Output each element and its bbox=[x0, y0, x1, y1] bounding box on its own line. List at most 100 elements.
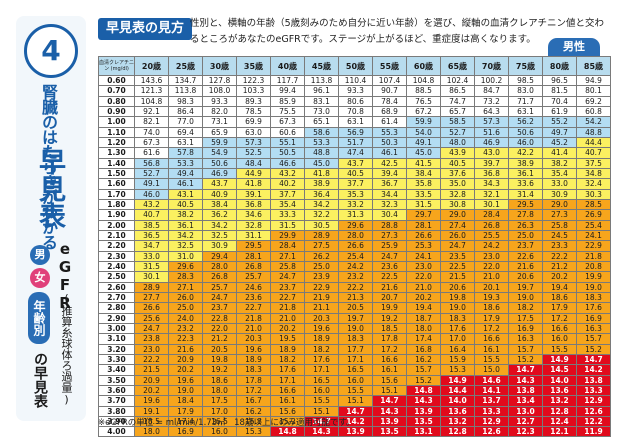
egfr-cell: 12.6 bbox=[474, 426, 509, 437]
creatinine-cell: 2.60 bbox=[98, 281, 135, 293]
male-badge: 男 bbox=[30, 245, 50, 265]
egfr-cell: 70.4 bbox=[542, 95, 577, 108]
egfr-cell: 27.1 bbox=[270, 250, 305, 262]
egfr-cell: 13.8 bbox=[508, 384, 543, 397]
egfr-cell: 32.1 bbox=[474, 188, 509, 200]
egfr-cell: 20.6 bbox=[508, 271, 543, 283]
age-header: 65歳 bbox=[440, 56, 475, 76]
egfr-cell: 14.3 bbox=[508, 374, 543, 386]
table-row: 2.90 25.6 24.0 22.8 21.8 21.0 20.3 19.7 19.2 18.7… bbox=[98, 312, 611, 324]
egfr-cell: 20.3 bbox=[304, 312, 339, 324]
egfr-cell: 20.8 bbox=[576, 260, 611, 273]
egfr-cell: 61.4 bbox=[372, 116, 407, 128]
egfr-cell: 29.9 bbox=[270, 229, 305, 242]
egfr-cell: 34.2 bbox=[202, 219, 237, 231]
egfr-cell: 25.4 bbox=[338, 250, 373, 262]
egfr-cell: 74.0 bbox=[134, 126, 169, 138]
creatinine-cell: 2.40 bbox=[98, 260, 135, 273]
egfr-cell: 20.3 bbox=[236, 333, 271, 345]
egfr-cell: 18.6 bbox=[474, 302, 509, 314]
egfr-cell: 26.8 bbox=[202, 271, 237, 283]
egfr-cell: 46.1 bbox=[372, 147, 407, 159]
egfr-cell: 36.7 bbox=[372, 178, 407, 190]
egfr-cell: 22.0 bbox=[406, 271, 441, 283]
egfr-cell: 33.5 bbox=[406, 188, 441, 200]
egfr-cell: 13.3 bbox=[576, 384, 611, 397]
egfr-cell: 12.8 bbox=[542, 405, 577, 417]
egfr-cell: 16.6 bbox=[270, 384, 305, 397]
egfr-cell: 48.8 bbox=[576, 126, 611, 138]
main-title: 早見表 bbox=[34, 148, 65, 229]
egfr-cell: 55.1 bbox=[270, 136, 305, 149]
egfr-cell: 65.9 bbox=[202, 126, 237, 138]
egfr-cell: 19.3 bbox=[474, 291, 509, 304]
egfr-cell: 23.6 bbox=[236, 291, 271, 304]
egfr-cell: 25.0 bbox=[304, 260, 339, 273]
egfr-cell: 28.3 bbox=[168, 271, 203, 283]
table-row: 3.20 23.0 21.6 20.5 19.6 18.9 18.2 17.7 17.2 16.8… bbox=[98, 343, 611, 355]
egfr-cell: 52.5 bbox=[236, 147, 271, 159]
age-header: 75歳 bbox=[508, 56, 543, 76]
egfr-cell: 18.7 bbox=[406, 312, 441, 324]
egfr-cell: 24.7 bbox=[270, 271, 305, 283]
egfr-cell: 25.3 bbox=[406, 240, 441, 252]
table-body: 0.60 143.6 134.7 127.8 122.3 117.7 113.8 110.4 1… bbox=[98, 74, 611, 437]
egfr-cell: 18.0 bbox=[134, 426, 169, 437]
creatinine-cell: 2.50 bbox=[98, 271, 135, 283]
egfr-cell: 14.3 bbox=[304, 426, 339, 437]
egfr-cell: 14.0 bbox=[542, 374, 577, 386]
egfr-cell: 32.4 bbox=[576, 178, 611, 190]
egfr-cell: 15.1 bbox=[304, 405, 339, 417]
egfr-cell: 38.2 bbox=[542, 157, 577, 169]
egfr-cell: 15.5 bbox=[474, 353, 509, 366]
egfr-cell: 93.3 bbox=[202, 95, 237, 108]
egfr-cell: 28.5 bbox=[576, 198, 611, 211]
egfr-cell: 35.4 bbox=[542, 167, 577, 180]
creatinine-cell: 1.80 bbox=[98, 198, 135, 211]
egfr-cell: 65.7 bbox=[440, 105, 475, 118]
egfr-cell: 34.6 bbox=[236, 209, 271, 221]
egfr-cell: 22.7 bbox=[236, 302, 271, 314]
egfr-cell: 14.3 bbox=[406, 395, 441, 407]
egfr-cell: 40.7 bbox=[134, 209, 169, 221]
egfr-cell: 14.8 bbox=[270, 426, 305, 437]
egfr-cell: 127.8 bbox=[202, 74, 237, 87]
egfr-cell: 85.9 bbox=[270, 95, 305, 108]
chapter-number: 4 bbox=[24, 24, 78, 78]
egfr-cell: 56.9 bbox=[338, 126, 373, 138]
egfr-cell: 26.8 bbox=[236, 260, 271, 273]
egfr-cell: 16.7 bbox=[236, 395, 271, 407]
age-header: 45歳 bbox=[304, 56, 339, 76]
egfr-cell: 28.9 bbox=[134, 281, 169, 293]
age-header: 35歳 bbox=[236, 56, 271, 76]
egfr-cell: 24.6 bbox=[236, 281, 271, 293]
egfr-cell: 29.6 bbox=[168, 260, 203, 273]
egfr-cell: 25.8 bbox=[270, 260, 305, 273]
egfr-cell: 38.4 bbox=[406, 167, 441, 180]
egfr-cell: 43.7 bbox=[202, 178, 237, 190]
egfr-cell: 39.1 bbox=[236, 188, 271, 200]
egfr-cell: 20.7 bbox=[372, 291, 407, 304]
egfr-cell: 29.0 bbox=[542, 198, 577, 211]
egfr-cell: 43.1 bbox=[168, 188, 203, 200]
egfr-cell: 26.6 bbox=[338, 240, 373, 252]
table-row: 2.20 34.7 32.5 30.9 29.5 28.4 27.5 26.6 25.9 25.3… bbox=[98, 240, 611, 252]
egfr-cell: 22.2 bbox=[338, 281, 373, 293]
egfr-cell: 46.0 bbox=[134, 188, 169, 200]
egfr-cell: 20.5 bbox=[338, 302, 373, 314]
egfr-cell: 19.0 bbox=[508, 291, 543, 304]
egfr-cell: 50.6 bbox=[202, 157, 237, 169]
egfr-cell: 16.8 bbox=[406, 343, 441, 355]
egfr-cell: 28.1 bbox=[236, 250, 271, 262]
creatinine-cell: 1.50 bbox=[98, 167, 135, 180]
egfr-cell: 18.6 bbox=[542, 291, 577, 304]
egfr-cell: 28.0 bbox=[338, 229, 373, 242]
egfr-cell: 43.7 bbox=[338, 157, 373, 169]
egfr-cell: 34.4 bbox=[372, 188, 407, 200]
egfr-cell: 14.7 bbox=[372, 395, 407, 407]
egfr-cell: 20.1 bbox=[474, 281, 509, 293]
egfr-cell: 12.2 bbox=[576, 415, 611, 428]
egfr-cell: 14.9 bbox=[440, 374, 475, 386]
egfr-cell: 13.3 bbox=[474, 405, 509, 417]
egfr-cell: 16.0 bbox=[304, 384, 339, 397]
